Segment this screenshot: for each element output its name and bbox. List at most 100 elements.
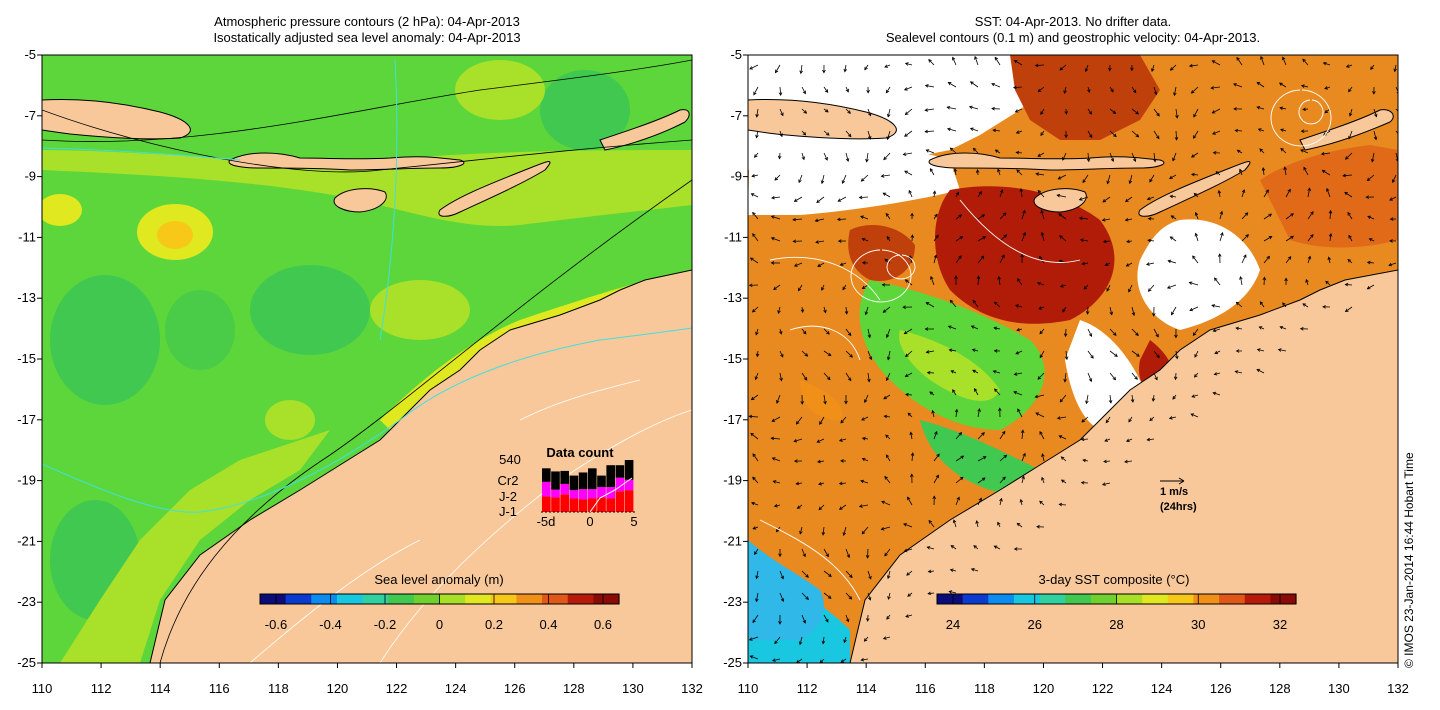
velocity-arrow xyxy=(904,328,913,335)
velocity-arrowhead xyxy=(798,179,802,184)
velocity-arrowhead xyxy=(1003,234,1008,238)
velocity-arrowhead xyxy=(867,596,872,601)
velocity-arrow xyxy=(861,526,869,535)
velocity-arrow xyxy=(1240,276,1243,286)
right-colorbar-tick-label: 30 xyxy=(1191,617,1205,632)
velocity-arrowhead xyxy=(752,211,756,216)
velocity-arrowhead xyxy=(1104,438,1109,442)
velocity-arrowhead xyxy=(795,420,800,425)
velocity-arrowhead xyxy=(1155,333,1159,338)
velocity-arrowhead xyxy=(845,618,850,623)
velocity-arrow xyxy=(1329,233,1332,242)
velocity-arrowhead xyxy=(1015,304,1019,308)
velocity-arrowhead xyxy=(994,56,999,61)
data-count-bar-j1 xyxy=(588,498,597,512)
velocity-arrowhead xyxy=(1211,60,1216,64)
velocity-arrow xyxy=(843,636,847,643)
velocity-arrow xyxy=(862,458,869,462)
velocity-arrow xyxy=(1195,233,1199,242)
velocity-arrowhead xyxy=(1326,187,1330,192)
right-lat-tick-label: -9 xyxy=(730,169,742,184)
right-lat-tick-label: -25 xyxy=(723,655,742,670)
velocity-arrow xyxy=(1212,130,1221,135)
velocity-arrow xyxy=(1371,152,1375,162)
velocity-arrow xyxy=(1282,302,1287,308)
velocity-arrowhead xyxy=(1153,158,1157,163)
velocity-arrow xyxy=(1279,82,1287,88)
data-count-title: Data count xyxy=(546,445,614,460)
velocity-arrowhead xyxy=(1279,325,1284,330)
velocity-arrowhead xyxy=(840,459,844,463)
velocity-arrowhead xyxy=(992,370,997,374)
velocity-arrowhead xyxy=(970,568,975,572)
left-colorbar-swatch xyxy=(465,594,492,604)
velocity-arrow xyxy=(799,526,803,534)
velocity-arrowhead xyxy=(780,575,784,580)
velocity-arrowhead xyxy=(954,275,958,279)
right-lat-tick-label: -5 xyxy=(730,47,742,62)
velocity-arrowhead xyxy=(1022,452,1026,457)
velocity-arrow xyxy=(839,438,847,442)
velocity-arrowhead xyxy=(1063,378,1067,383)
velocity-arrow xyxy=(1388,262,1397,266)
left-lat-tick-label: -19 xyxy=(17,473,36,488)
velocity-arrowhead xyxy=(1016,522,1021,527)
velocity-arrow xyxy=(1236,57,1243,66)
velocity-arrowhead xyxy=(1079,238,1084,242)
velocity-arrow xyxy=(905,394,913,396)
velocity-arrowhead xyxy=(1102,239,1107,244)
velocity-arrowhead xyxy=(778,621,782,625)
velocity-arrow xyxy=(927,546,935,550)
velocity-arrow xyxy=(881,501,891,506)
velocity-arrowhead xyxy=(881,283,886,287)
velocity-arrowhead xyxy=(924,129,929,134)
velocity-arrowhead xyxy=(1300,129,1305,133)
velocity-arrowhead xyxy=(1389,239,1393,243)
velocity-arrow xyxy=(977,214,985,220)
velocity-arrow xyxy=(823,592,832,599)
velocity-arrow xyxy=(886,614,891,620)
velocity-arrow xyxy=(1241,189,1245,198)
velocity-arrowhead xyxy=(1235,349,1240,353)
velocity-arrow xyxy=(933,235,939,242)
velocity-arrowhead xyxy=(924,327,929,331)
velocity-arrow xyxy=(1016,523,1023,528)
velocity-arrowhead xyxy=(1062,157,1066,161)
velocity-arrow xyxy=(948,325,957,330)
velocity-arrow xyxy=(1173,86,1177,96)
velocity-arrow xyxy=(1035,64,1045,66)
velocity-arrow xyxy=(1389,196,1397,201)
velocity-arrowhead xyxy=(863,638,868,642)
velocity-arrowhead xyxy=(993,301,998,306)
velocity-arrowhead xyxy=(1016,327,1021,332)
velocity-arrow xyxy=(1171,306,1177,315)
velocity-arrow xyxy=(817,438,825,443)
velocity-arrowhead xyxy=(779,377,783,382)
velocity-arrow xyxy=(905,108,913,115)
velocity-arrowhead xyxy=(1112,110,1117,114)
left-lon-tick-label: 112 xyxy=(91,681,112,696)
left-lon-tick-label: 116 xyxy=(209,681,230,696)
left-lon-tick-label: 118 xyxy=(268,681,289,696)
data-count-legend-j1: J-1 xyxy=(499,504,517,519)
velocity-arrowhead xyxy=(825,618,829,623)
velocity-arrow xyxy=(1037,152,1045,157)
velocity-arrowhead xyxy=(1214,277,1218,282)
velocity-arrow xyxy=(859,504,869,507)
velocity-arrowhead xyxy=(1039,354,1043,359)
left-colorbar-swatch xyxy=(439,594,466,604)
velocity-arrow xyxy=(977,456,987,462)
velocity-arrowhead xyxy=(1244,212,1249,216)
data-count-bar-j2 xyxy=(542,481,551,497)
velocity-arrowhead xyxy=(1112,376,1117,381)
velocity-arrowhead xyxy=(840,419,844,424)
velocity-arrow xyxy=(1211,304,1221,308)
velocity-arrow xyxy=(1087,350,1094,359)
velocity-arrowhead xyxy=(1021,475,1025,480)
velocity-arrowhead xyxy=(1156,354,1160,359)
velocity-arrowhead xyxy=(867,135,872,140)
velocity-arrowhead xyxy=(905,353,909,358)
right-lon-tick-label: 110 xyxy=(738,681,759,696)
velocity-arrowhead xyxy=(935,234,939,239)
velocity-arrowhead xyxy=(1172,157,1176,162)
